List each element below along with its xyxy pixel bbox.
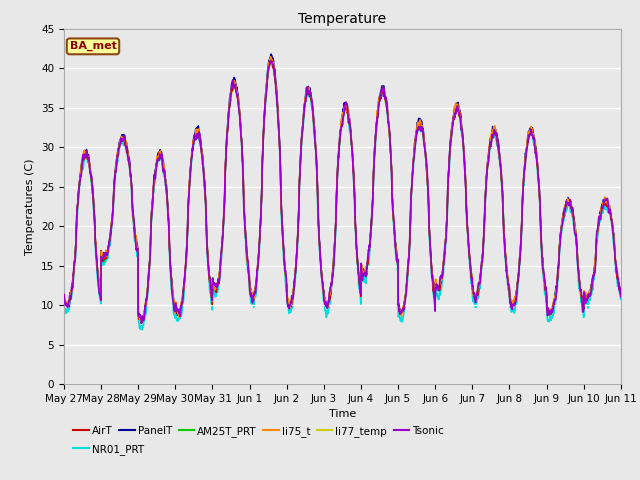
li75_t	[216, 269, 223, 275]
Tsonic	[359, 274, 367, 279]
li77_temp	[216, 271, 223, 277]
Line: Tsonic: Tsonic	[64, 61, 621, 323]
PanelT	[137, 320, 145, 326]
li77_temp	[137, 319, 145, 324]
AirT	[138, 319, 146, 324]
PanelT	[505, 282, 513, 288]
Legend: NR01_PRT: NR01_PRT	[69, 440, 148, 459]
Tsonic	[584, 295, 591, 300]
PanelT	[359, 266, 367, 272]
li75_t	[359, 268, 367, 274]
Tsonic	[216, 277, 223, 283]
PanelT	[60, 295, 68, 300]
AM25T_PRT	[584, 294, 591, 300]
Tsonic	[371, 142, 379, 148]
AM25T_PRT	[568, 208, 576, 214]
Tsonic	[505, 281, 513, 287]
AM25T_PRT	[268, 56, 275, 62]
AM25T_PRT	[216, 269, 223, 275]
li75_t	[568, 205, 576, 211]
Line: NR01_PRT: NR01_PRT	[64, 54, 621, 330]
AirT	[216, 270, 223, 276]
li75_t	[138, 320, 145, 325]
AM25T_PRT	[137, 319, 145, 325]
Tsonic	[60, 292, 68, 298]
li77_temp	[371, 139, 379, 145]
li77_temp	[617, 288, 625, 294]
Line: PanelT: PanelT	[64, 54, 621, 323]
li75_t	[584, 295, 591, 301]
li77_temp	[568, 204, 576, 209]
li77_temp	[60, 292, 68, 298]
PanelT	[617, 291, 625, 297]
Line: li77_temp: li77_temp	[64, 58, 621, 322]
AirT	[568, 209, 576, 215]
PanelT	[267, 51, 275, 57]
AM25T_PRT	[371, 144, 379, 149]
Tsonic	[568, 205, 576, 211]
PanelT	[216, 268, 223, 274]
AirT	[617, 289, 625, 295]
AM25T_PRT	[505, 283, 513, 289]
li75_t	[267, 54, 275, 60]
AM25T_PRT	[60, 295, 68, 301]
li77_temp	[505, 277, 513, 283]
Title: Temperature: Temperature	[298, 12, 387, 26]
li77_temp	[268, 55, 275, 60]
li75_t	[60, 294, 68, 300]
AirT	[584, 292, 591, 298]
AirT	[505, 282, 513, 288]
NR01_PRT	[216, 276, 223, 282]
Line: li75_t: li75_t	[64, 57, 621, 323]
AirT	[371, 143, 379, 149]
NR01_PRT	[617, 296, 625, 302]
li77_temp	[359, 270, 367, 276]
li77_temp	[584, 296, 591, 301]
Tsonic	[268, 59, 275, 64]
AM25T_PRT	[359, 271, 367, 276]
NR01_PRT	[268, 51, 275, 57]
AM25T_PRT	[617, 289, 625, 295]
NR01_PRT	[505, 286, 513, 292]
AirT	[359, 268, 367, 274]
PanelT	[568, 206, 576, 212]
AirT	[60, 291, 68, 297]
NR01_PRT	[584, 303, 591, 309]
X-axis label: Time: Time	[329, 409, 356, 419]
li75_t	[617, 288, 625, 294]
PanelT	[371, 137, 379, 143]
Text: BA_met: BA_met	[70, 41, 116, 51]
li75_t	[505, 282, 513, 288]
Y-axis label: Temperatures (C): Temperatures (C)	[26, 158, 35, 255]
NR01_PRT	[359, 278, 367, 284]
li75_t	[371, 137, 379, 143]
Line: AM25T_PRT: AM25T_PRT	[64, 59, 621, 322]
Line: AirT: AirT	[64, 58, 621, 322]
PanelT	[584, 292, 591, 298]
Tsonic	[617, 294, 625, 300]
NR01_PRT	[371, 148, 379, 154]
NR01_PRT	[60, 301, 68, 307]
NR01_PRT	[568, 212, 576, 217]
NR01_PRT	[138, 327, 145, 333]
Tsonic	[138, 320, 145, 326]
AirT	[268, 55, 275, 61]
